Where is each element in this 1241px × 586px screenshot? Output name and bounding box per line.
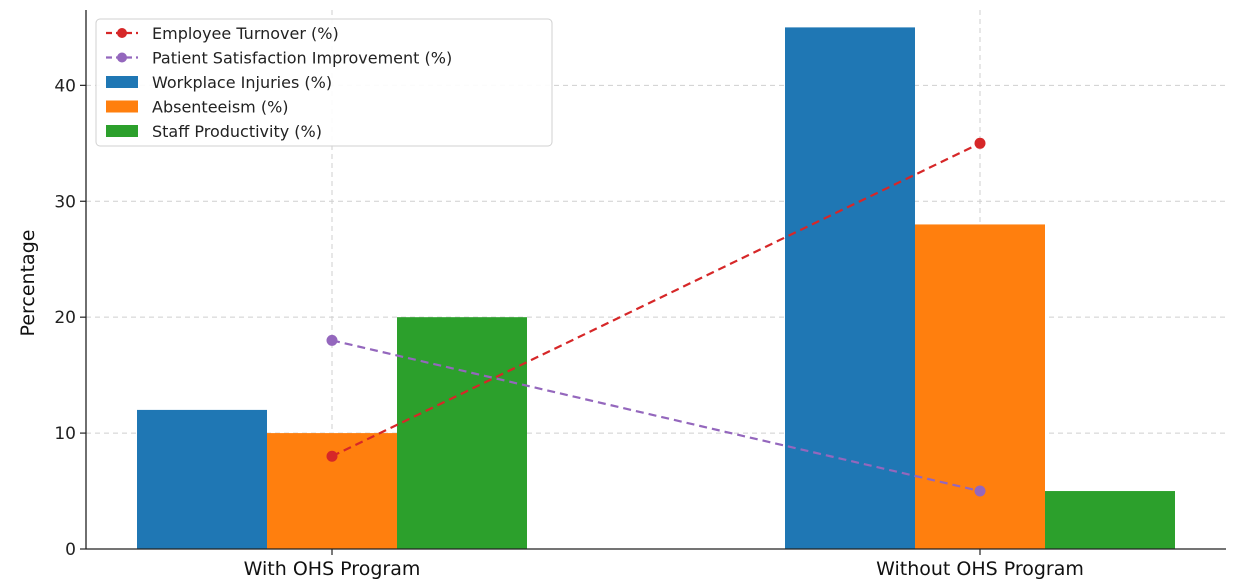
legend-label: Workplace Injuries (%) xyxy=(152,73,332,92)
y-tick-label: 0 xyxy=(65,540,76,560)
bar xyxy=(785,27,915,550)
line-series xyxy=(326,137,986,497)
series-line xyxy=(331,142,981,458)
bar xyxy=(397,317,527,549)
series-point xyxy=(326,334,338,346)
series-point xyxy=(974,485,986,497)
legend-label: Absenteeism (%) xyxy=(152,98,289,117)
bar xyxy=(1045,491,1175,549)
y-tick-label: 40 xyxy=(54,76,76,96)
legend-marker xyxy=(117,52,127,63)
legend-label: Employee Turnover (%) xyxy=(152,24,339,43)
axes: 0 10 20 30 40 With OHS Program Without OHS Pro… xyxy=(54,10,1226,580)
legend-bar-swatch xyxy=(106,76,138,88)
series-point xyxy=(974,137,986,149)
legend: Employee Turnover (%) Patient Satisfactio… xyxy=(95,18,553,147)
legend-box xyxy=(95,18,553,147)
x-tick-label: With OHS Program xyxy=(244,558,421,580)
legend-bar-swatch xyxy=(106,100,138,113)
y-tick-label: 30 xyxy=(54,192,76,212)
legend-bar-swatch xyxy=(106,125,138,137)
bar xyxy=(267,433,397,549)
y-axis-title: Percentage xyxy=(17,230,39,337)
legend-marker xyxy=(117,28,127,38)
y-tick-label: 10 xyxy=(54,424,76,444)
bar xyxy=(137,409,267,549)
series-point xyxy=(326,450,338,462)
legend-label: Patient Satisfaction Improvement (%) xyxy=(152,49,452,68)
x-tick-label: Without OHS Program xyxy=(876,558,1084,580)
y-tick-label: 20 xyxy=(54,308,76,328)
legend-label: Staff Productivity (%) xyxy=(152,122,322,141)
series-line xyxy=(331,339,981,493)
bar xyxy=(915,224,1045,549)
